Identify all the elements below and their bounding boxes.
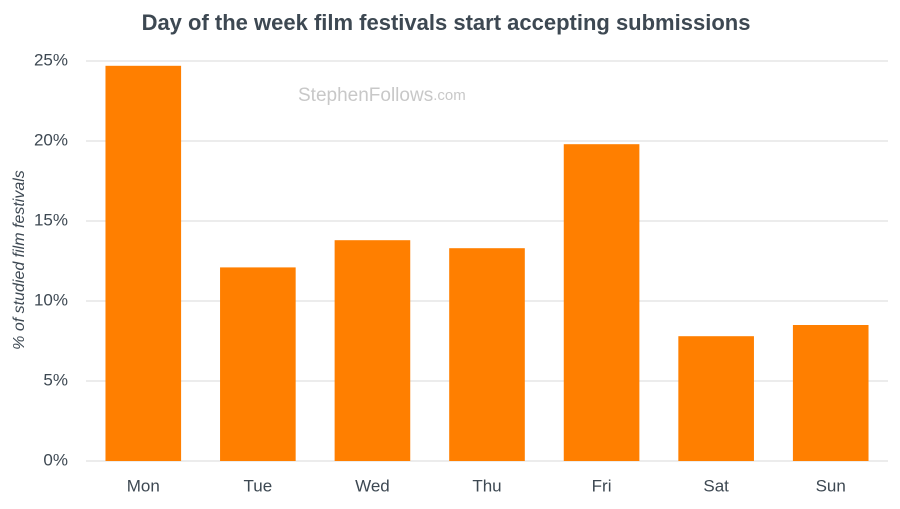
y-tick-label: 20% <box>34 130 68 149</box>
y-tick-label: 10% <box>34 290 68 309</box>
bar <box>334 240 411 461</box>
x-tick-label: Sun <box>816 476 846 495</box>
bar <box>105 65 182 462</box>
y-axis-label: % of studied film festivals <box>11 170 28 350</box>
bar <box>449 248 525 461</box>
y-tick-label: 25% <box>34 50 68 69</box>
bar <box>563 144 640 461</box>
chart-title: Day of the week film festivals start acc… <box>142 10 751 35</box>
bar <box>678 336 754 461</box>
x-tick-label: Fri <box>592 476 612 495</box>
watermark: StephenFollows.com <box>298 85 466 106</box>
bar <box>220 267 296 461</box>
y-tick-label: 5% <box>43 370 68 389</box>
x-tick-label: Sat <box>703 476 729 495</box>
x-tick-label: Thu <box>472 476 501 495</box>
y-tick-label: 15% <box>34 210 68 229</box>
x-tick-label: Tue <box>244 476 273 495</box>
bar <box>792 325 869 461</box>
watermark-suffix: .com <box>433 87 466 104</box>
x-tick-label: Wed <box>355 476 390 495</box>
x-tick-label: Mon <box>127 476 160 495</box>
watermark-text: StephenFollows <box>298 85 433 106</box>
y-tick-label: 0% <box>43 450 68 469</box>
